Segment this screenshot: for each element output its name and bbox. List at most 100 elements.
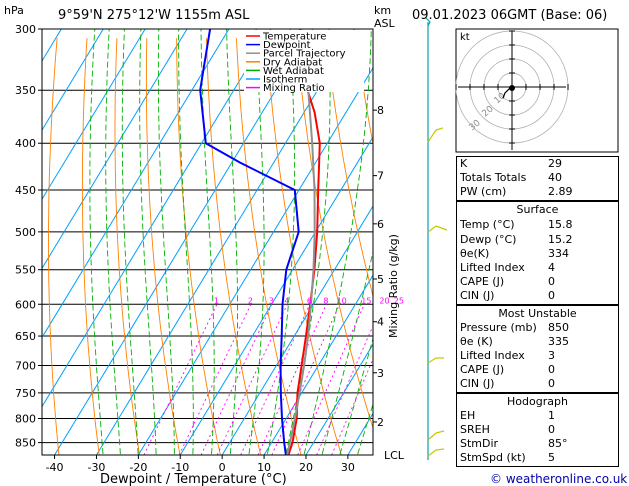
surface-row-cin: CIN (J) 0 xyxy=(460,289,555,302)
temperature-tick-label: -40 xyxy=(46,461,64,474)
pressure-tick-label: 500 xyxy=(15,226,36,239)
surface-row-cape: CAPE (J) 0 xyxy=(460,275,555,288)
mixing-ratio-label: 25 xyxy=(394,296,404,305)
hodo-row-eh: EH 1 xyxy=(460,409,555,422)
copyright: © weatheronline.co.uk xyxy=(490,472,627,486)
mixing-ratio-label: 3 xyxy=(269,296,274,305)
isotherm-line xyxy=(42,29,146,201)
altitude-tick-label: 3 xyxy=(377,367,384,380)
unstable-row-li: Lifted Index 3 xyxy=(460,349,555,362)
legend-label: Wet Adiabat xyxy=(263,66,324,77)
pressure-tick-label: 650 xyxy=(15,330,36,343)
mixing-ratio-label: 8 xyxy=(323,296,328,305)
legend-label: Dry Adiabat xyxy=(263,57,322,68)
temperature-tick-label: -20 xyxy=(129,461,147,474)
plot-frame xyxy=(41,28,374,456)
altitude-tick-label: 7 xyxy=(377,170,384,183)
mixing-ratio-label: 1 xyxy=(214,296,219,305)
dry-adiabat-line xyxy=(145,38,181,455)
pressure-tick-label: 350 xyxy=(15,84,36,97)
hodo-row-stmdir: StmDir 85° xyxy=(460,437,568,450)
dry-adiabat-line xyxy=(265,38,342,455)
wet-adiabat-line xyxy=(157,29,175,455)
unstable-row-thetae: θe (K) 335 xyxy=(460,335,569,348)
altitude-tick-label: 5 xyxy=(377,273,384,286)
surface-title: Surface xyxy=(516,203,559,216)
pressure-tick-label: 600 xyxy=(15,298,36,311)
hodograph-table-box xyxy=(456,393,619,467)
isotherm-line xyxy=(42,29,230,339)
wet-adiabat-line xyxy=(200,29,215,455)
indices-top-box xyxy=(456,156,619,201)
dry-adiabat-line xyxy=(114,38,141,455)
temperature-tick-label: 10 xyxy=(257,461,271,474)
pressure-tick-label: 450 xyxy=(15,184,36,197)
surface-row-li: Lifted Index 4 xyxy=(460,261,555,274)
mixing-ratio-line xyxy=(200,304,273,455)
units-km: km xyxy=(374,4,391,17)
surface-box xyxy=(456,201,619,305)
pressure-tick-label: 750 xyxy=(15,387,36,400)
temperature-tick-label: 0 xyxy=(219,461,226,474)
isotherm-line xyxy=(42,29,272,408)
legend-background xyxy=(244,30,364,92)
legend-label: Isotherm xyxy=(263,75,307,86)
dry-adiabat-line xyxy=(81,38,100,455)
isotherm-line xyxy=(179,136,373,455)
x-axis-label: Dewpoint / Temperature (°C) xyxy=(100,472,287,486)
isotherm-line xyxy=(137,66,373,455)
hodograph-storm-dot xyxy=(509,85,515,91)
isotherm-line xyxy=(305,343,373,455)
unstable-box xyxy=(456,305,619,393)
mixing-ratio-line xyxy=(178,304,252,455)
units-asl: ASL xyxy=(374,17,396,30)
pressure-tick-label: 800 xyxy=(15,413,36,426)
dry-adiabat-line xyxy=(206,38,262,455)
isotherm-line xyxy=(42,29,104,132)
mixing-ratio-axis-label: Mixing Ratio (g/kg) xyxy=(387,234,400,338)
legend-label: Temperature xyxy=(262,32,326,43)
wind-profile xyxy=(425,17,448,460)
location-title: 9°59'N 275°12'W 1155m ASL xyxy=(58,8,250,23)
temperature-tick-label: 20 xyxy=(299,461,313,474)
wet-adiabat-line xyxy=(285,29,331,455)
unstable-row-cape: CAPE (J) 0 xyxy=(460,363,555,376)
wet-adiabat-line xyxy=(121,29,139,455)
pressure-tick-label: 400 xyxy=(15,137,36,150)
dry-adiabat-line xyxy=(235,38,302,455)
lcl-label: LCL xyxy=(384,449,405,462)
profile-dewpoint xyxy=(199,29,300,455)
wet-adiabat-line xyxy=(139,29,157,455)
altitude-tick-label: 6 xyxy=(377,218,384,231)
wet-adiabat-line xyxy=(321,249,373,455)
unstable-row-pressure: Pressure (mb) 850 xyxy=(460,321,569,334)
legend-label: Parcel Trajectory xyxy=(263,49,346,60)
temperature-tick-label: -30 xyxy=(87,461,105,474)
surface-row-dewp: Dewp (°C) 15.2 xyxy=(460,233,573,246)
hodo-row-stmspd: StmSpd (kt) 5 xyxy=(460,451,555,464)
pressure-tick-label: 700 xyxy=(15,359,36,372)
wet-adiabat-line xyxy=(303,29,372,455)
dry-adiabat-line xyxy=(48,38,60,455)
hodograph-title: Hodograph xyxy=(507,395,568,408)
surface-row-temp: Temp (°C) 15.8 xyxy=(460,218,573,231)
altitude-tick-label: 2 xyxy=(377,416,384,429)
dry-adiabat-line xyxy=(295,38,373,430)
pressure-tick-label: 300 xyxy=(15,23,36,36)
mixing-ratio-label: 15 xyxy=(361,296,371,305)
unstable-row-cin: CIN (J) 0 xyxy=(460,377,555,390)
wet-adiabat-line xyxy=(226,29,239,455)
index-row-k: K 29 xyxy=(460,157,562,170)
wet-adiabat-line xyxy=(339,336,373,455)
isotherm-line xyxy=(263,274,373,455)
dry-adiabat-line xyxy=(176,38,221,455)
unstable-title: Most Unstable xyxy=(498,307,577,320)
index-row-totals: Totals Totals 40 xyxy=(460,171,562,184)
pressure-tick-label: 850 xyxy=(15,437,36,450)
isotherm-line xyxy=(221,205,373,455)
hodograph-units: kt xyxy=(460,32,470,43)
mixing-ratio-label: 6 xyxy=(307,296,312,305)
index-row-pw: PW (cm) 2.89 xyxy=(460,185,573,198)
hodo-row-sreh: SREH 0 xyxy=(460,423,555,436)
